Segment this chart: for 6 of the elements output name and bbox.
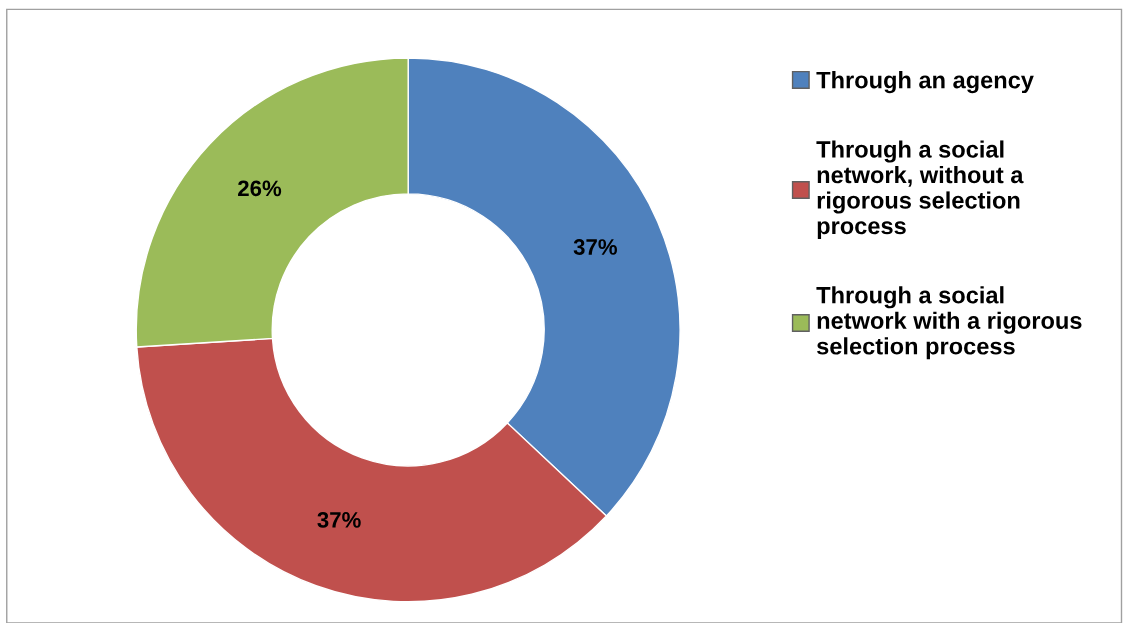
legend-label: Through an agency (816, 71, 1034, 94)
data-label: 37% (317, 512, 361, 528)
legend-label: Through a social network with a rigorous selection process (816, 286, 1082, 360)
data-label: 37% (573, 239, 617, 255)
data-label: 26% (238, 180, 282, 197)
legend-label: Through a social network, without a rigorous selection process (816, 140, 1024, 239)
